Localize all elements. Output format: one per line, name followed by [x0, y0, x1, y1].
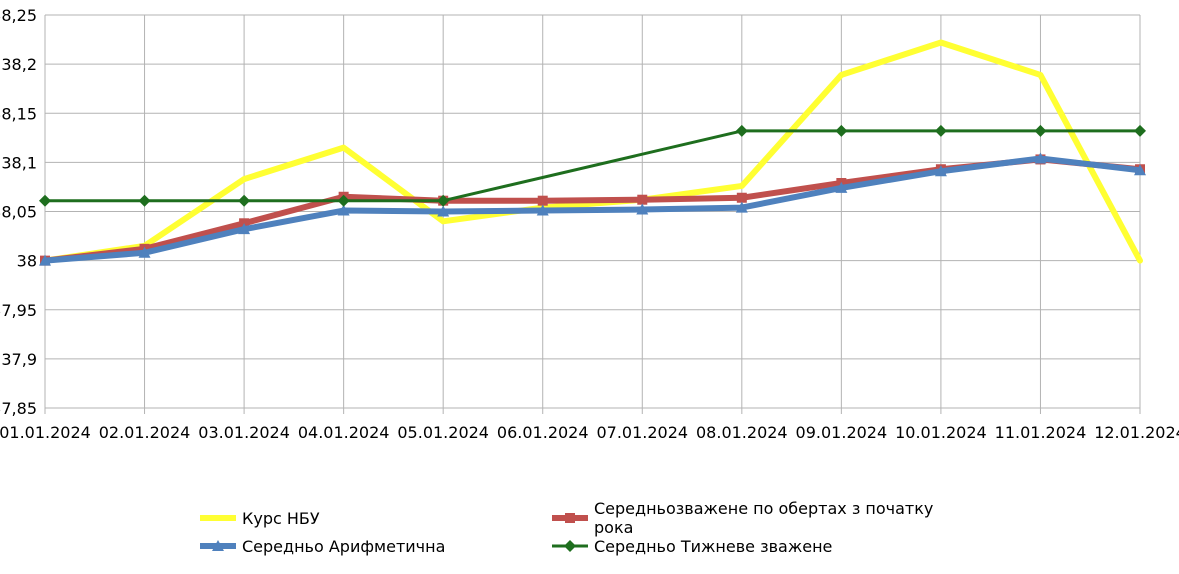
- data-point: [337, 204, 350, 216]
- x-tick-label: 08.01.2024: [696, 423, 788, 442]
- data-point: [138, 246, 151, 258]
- data-point: [735, 201, 748, 213]
- legend-swatch-weighted-volume: [550, 508, 590, 528]
- y-tick-label: 38,15: [0, 104, 37, 123]
- data-point: [337, 194, 350, 207]
- legend-label-arithmetic-mean: Середньо Арифметична: [242, 536, 446, 556]
- legend-swatch-graphic: [552, 540, 588, 552]
- line-chart: 37,8537,937,953838,0538,138,1538,238,25 …: [0, 6, 1179, 442]
- data-point: [39, 194, 51, 207]
- y-tick-label: 38,25: [0, 6, 37, 25]
- data-point: [536, 204, 549, 216]
- x-tick-label: 04.01.2024: [298, 423, 390, 442]
- x-tick-label: 05.01.2024: [397, 423, 489, 442]
- y-tick-label: 38,1: [1, 153, 37, 172]
- x-tick-label: 01.01.2024: [0, 423, 91, 442]
- x-tick-label: 07.01.2024: [596, 423, 688, 442]
- legend-item-arithmetic-mean: Середньо Арифметична: [198, 536, 550, 556]
- legend-label-weekly-weighted: Середньо Тижневе зважене: [594, 536, 833, 556]
- legend-label-kurs-nbu: Курс НБУ: [242, 508, 320, 528]
- series-0: [42, 39, 1143, 264]
- series-line: [43, 129, 1142, 203]
- data-point: [637, 194, 648, 205]
- legend: Курс НБУ Середньозважене по обертах з по…: [198, 499, 970, 556]
- x-tick-label: 06.01.2024: [497, 423, 589, 442]
- series-3: [39, 124, 1146, 207]
- legend-item-weekly-weighted: Середньо Тижневе зважене: [550, 536, 970, 556]
- legend-item-weighted-volume: Середньозважене по обертах з початку рок…: [550, 499, 970, 537]
- series-lines: [39, 39, 1146, 266]
- series-line: [42, 155, 1143, 264]
- y-tick-label: 38,2: [1, 55, 37, 74]
- legend-swatch-kurs-nbu: [198, 508, 238, 528]
- data-point: [934, 165, 947, 177]
- y-tick-label: 38: [17, 252, 37, 271]
- data-point: [39, 254, 51, 266]
- y-tick-label: 37,9: [1, 350, 37, 369]
- y-tick-label: 37,95: [0, 301, 37, 320]
- data-point: [636, 203, 649, 215]
- series-line: [42, 39, 1143, 264]
- data-point: [736, 192, 747, 203]
- series-2: [39, 152, 1146, 266]
- x-tick-label: 10.01.2024: [895, 423, 987, 442]
- data-point: [138, 194, 151, 207]
- legend-item-kurs-nbu: Курс НБУ: [198, 508, 550, 528]
- data-point: [1134, 164, 1146, 176]
- data-point: [537, 195, 548, 206]
- y-tick-label: 37,85: [0, 399, 37, 418]
- data-point: [565, 513, 575, 523]
- legend-swatch-graphic: [200, 515, 236, 521]
- data-point: [1034, 124, 1047, 137]
- legend-swatch-graphic: [200, 540, 236, 551]
- x-tick-label: 09.01.2024: [796, 423, 888, 442]
- x-tick-label: 11.01.2024: [995, 423, 1087, 442]
- legend-swatch-weekly-weighted: [550, 536, 590, 556]
- legend-label-weighted-volume: Середньозважене по обертах з початку рок…: [594, 499, 934, 537]
- x-tick-label: 12.01.2024: [1094, 423, 1179, 442]
- data-point: [238, 223, 251, 235]
- data-point: [437, 205, 450, 217]
- data-point: [238, 194, 251, 207]
- data-point: [212, 540, 224, 551]
- data-point: [1034, 152, 1047, 164]
- data-point: [835, 124, 848, 137]
- data-point: [1134, 124, 1146, 137]
- data-point: [564, 540, 576, 552]
- legend-swatch-arithmetic-mean: [198, 536, 238, 556]
- data-point: [934, 124, 947, 137]
- data-point: [835, 181, 848, 193]
- y-tick-label: 38,05: [0, 203, 37, 222]
- axes: [44, 15, 1141, 414]
- y-tick-labels: 37,85 37,9 37,95 38 38,05 38,1 38,15 38,2 38,25: [0, 6, 37, 418]
- legend-swatch-graphic: [552, 513, 588, 523]
- x-tick-labels: 01.01.2024 02.01.2024 03.01.2024 04.01.2024…: [0, 423, 1179, 442]
- data-point: [735, 124, 748, 137]
- x-tick-label: 02.01.2024: [99, 423, 191, 442]
- data-point: [437, 194, 450, 207]
- x-tick-label: 03.01.2024: [198, 423, 290, 442]
